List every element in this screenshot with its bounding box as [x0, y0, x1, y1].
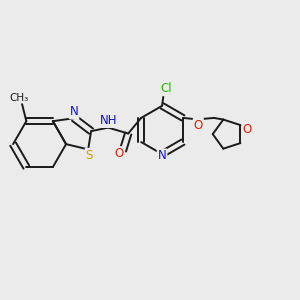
Text: N: N [70, 105, 78, 118]
Text: NH: NH [100, 114, 118, 127]
Text: Cl: Cl [160, 82, 172, 95]
Text: CH₃: CH₃ [9, 93, 28, 103]
Text: O: O [243, 123, 252, 136]
Text: N: N [158, 149, 167, 162]
Text: O: O [115, 147, 124, 160]
Text: S: S [86, 149, 93, 162]
Text: O: O [194, 119, 203, 132]
